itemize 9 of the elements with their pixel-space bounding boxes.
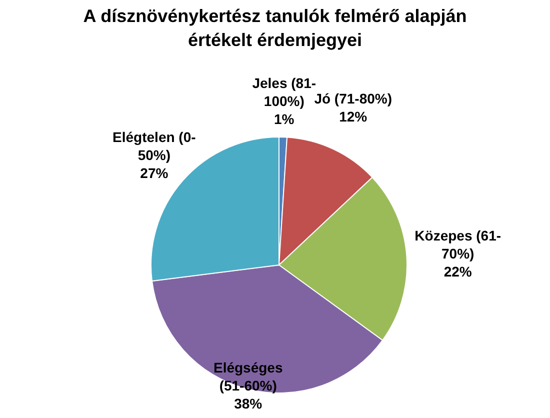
chart-title: A dísznövénykertész tanulók felmérő alapján értékelt érdemjegyei (82, 5, 468, 52)
data-label: 27% (140, 164, 169, 181)
data-label: 12% (339, 108, 368, 124)
data-label: 38% (234, 395, 263, 412)
slice-label: Közepes (61-70%) (414, 228, 502, 262)
data-label: 1% (274, 111, 295, 128)
slice-label: Jó (71-80%) (314, 90, 392, 106)
data-label: 22% (444, 264, 472, 280)
slice-label: Elégtelen (0-50%) (112, 128, 196, 163)
